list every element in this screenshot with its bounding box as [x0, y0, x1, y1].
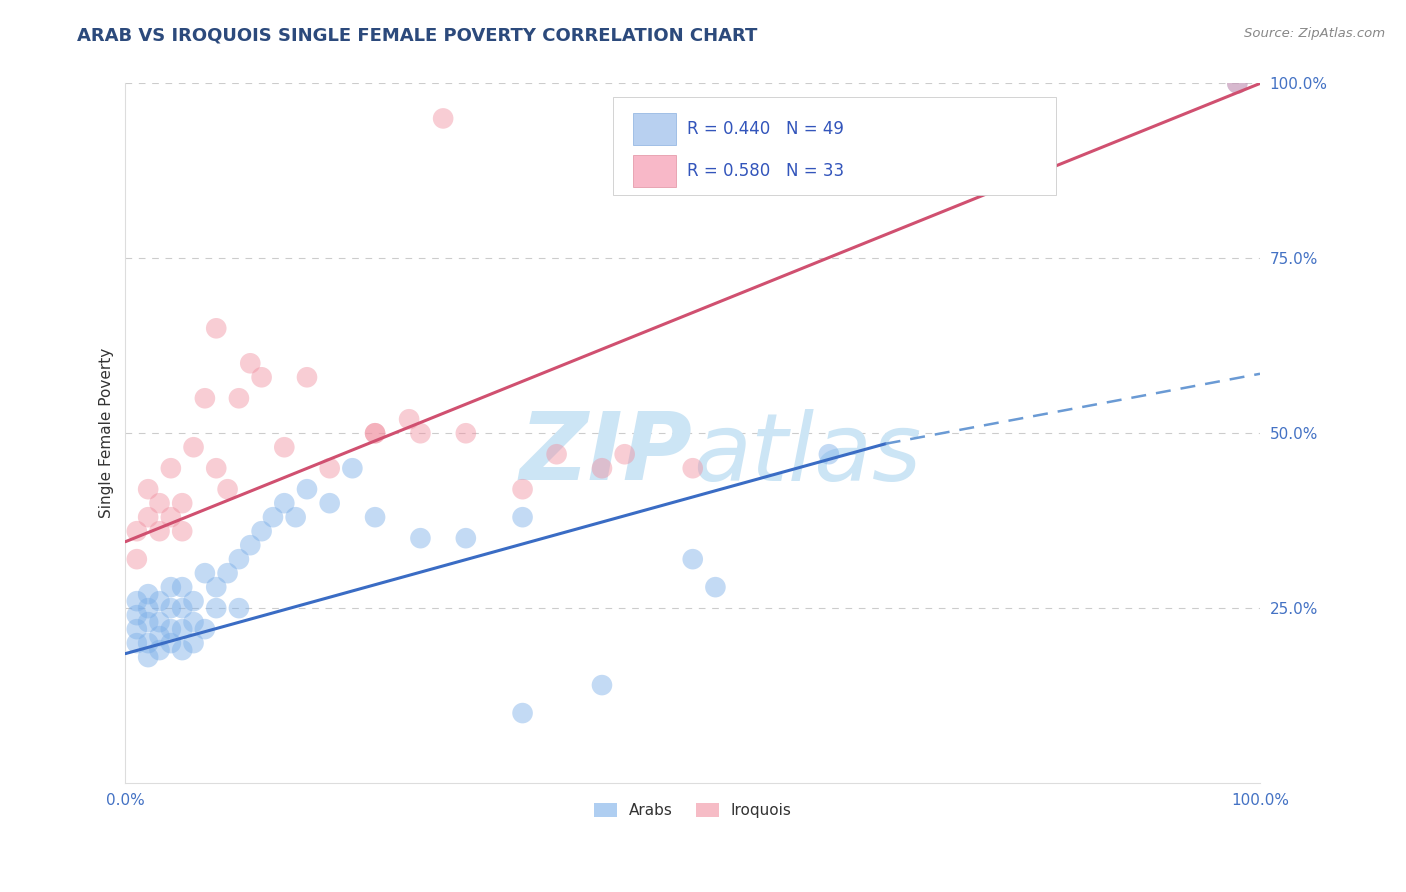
Point [125, 524, 148, 538]
Point [205, 321, 228, 335]
Text: ARAB VS IROQUOIS SINGLE FEMALE POVERTY CORRELATION CHART: ARAB VS IROQUOIS SINGLE FEMALE POVERTY C… [77, 27, 758, 45]
Legend: Arabs, Iroquois: Arabs, Iroquois [588, 797, 797, 824]
Text: Source: ZipAtlas.com: Source: ZipAtlas.com [1244, 27, 1385, 40]
FancyBboxPatch shape [613, 97, 1056, 195]
Point [273, 496, 295, 510]
Point [148, 615, 170, 629]
Point [183, 440, 205, 454]
Point [613, 447, 636, 461]
Point [160, 622, 183, 636]
Y-axis label: Single Female Poverty: Single Female Poverty [100, 348, 114, 518]
Point [250, 370, 273, 384]
Point [172, 622, 194, 636]
Point [183, 636, 205, 650]
Point [364, 426, 387, 441]
Point [342, 461, 364, 475]
Point [125, 608, 148, 623]
Point [125, 622, 148, 636]
Point [160, 636, 183, 650]
Point [239, 538, 262, 552]
Point [172, 496, 194, 510]
Point [409, 531, 432, 545]
Point [512, 482, 534, 496]
Point [228, 601, 250, 615]
Point [546, 447, 568, 461]
Point [172, 580, 194, 594]
Point [125, 594, 148, 608]
Point [318, 496, 340, 510]
Point [228, 552, 250, 566]
Point [364, 426, 387, 441]
Text: atlas: atlas [693, 409, 921, 500]
Point [818, 447, 841, 461]
Point [205, 461, 228, 475]
Point [172, 601, 194, 615]
Point [512, 510, 534, 524]
Point [125, 636, 148, 650]
Point [136, 510, 159, 524]
Point [273, 440, 295, 454]
Point [136, 615, 159, 629]
Point [454, 531, 477, 545]
Point [136, 587, 159, 601]
Point [432, 112, 454, 126]
Point [172, 643, 194, 657]
Point [217, 566, 239, 581]
Point [125, 552, 148, 566]
Point [295, 482, 318, 496]
Point [136, 482, 159, 496]
Point [148, 643, 170, 657]
Point [1226, 77, 1249, 91]
Point [205, 580, 228, 594]
Point [591, 461, 613, 475]
Point [160, 461, 183, 475]
Point [704, 580, 727, 594]
Point [183, 594, 205, 608]
Point [160, 601, 183, 615]
Point [250, 524, 273, 538]
Point [160, 510, 183, 524]
Point [239, 356, 262, 370]
Point [262, 510, 284, 524]
Point [682, 461, 704, 475]
Point [217, 482, 239, 496]
Text: ZIP: ZIP [520, 409, 693, 500]
Point [148, 524, 170, 538]
Text: R = 0.580   N = 33: R = 0.580 N = 33 [688, 161, 844, 180]
Point [295, 370, 318, 384]
Point [1226, 77, 1249, 91]
Point [136, 601, 159, 615]
Point [148, 594, 170, 608]
Point [364, 510, 387, 524]
Point [228, 391, 250, 405]
Point [136, 636, 159, 650]
FancyBboxPatch shape [633, 113, 676, 145]
Point [172, 524, 194, 538]
Point [148, 629, 170, 643]
Point [136, 650, 159, 665]
Point [183, 615, 205, 629]
Point [284, 510, 307, 524]
Point [205, 601, 228, 615]
Point [591, 678, 613, 692]
Point [512, 706, 534, 720]
FancyBboxPatch shape [633, 155, 676, 186]
Point [148, 496, 170, 510]
Text: R = 0.440   N = 49: R = 0.440 N = 49 [688, 120, 844, 138]
Point [194, 566, 217, 581]
Point [454, 426, 477, 441]
Point [160, 580, 183, 594]
Point [409, 426, 432, 441]
Point [318, 461, 340, 475]
Point [682, 552, 704, 566]
Point [194, 391, 217, 405]
Point [398, 412, 420, 426]
Point [194, 622, 217, 636]
